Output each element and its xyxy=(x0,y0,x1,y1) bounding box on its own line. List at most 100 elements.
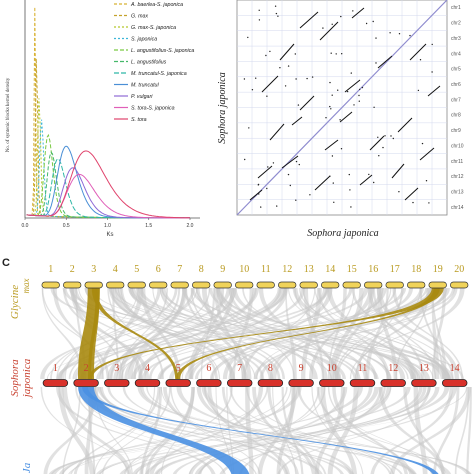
glycine-chromosome-bar xyxy=(385,281,404,289)
sophora-chromosome-number: 11 xyxy=(358,363,368,374)
glycine-chromosome-number: 19 xyxy=(433,264,443,275)
dot-point xyxy=(330,52,332,54)
glycine-chromosome-bar xyxy=(450,281,469,289)
ks-y-label: No. of syntenic blocks kernel density xyxy=(6,77,11,152)
dot-point xyxy=(287,65,290,67)
glycine-chromosome-number: 9 xyxy=(220,264,225,275)
dot-point xyxy=(331,155,334,157)
dot-point xyxy=(255,77,257,79)
synteny-link xyxy=(135,288,281,379)
dot-y-label: Sophora japonica xyxy=(217,72,228,143)
highlight-link-glycine19-sophora2 xyxy=(88,288,444,379)
sophora-chromosome-number: 12 xyxy=(388,363,398,374)
dot-point xyxy=(260,206,262,208)
species-top-epithet: max xyxy=(21,279,31,294)
chromosome-numbers: 1 2 3 4 5 6 7 8 9 10 11 12 13 14 15 16 17 18 19 201 2 3 4 5 6 7 8 9… xyxy=(48,264,464,374)
ks-curve-1 xyxy=(26,6,190,219)
dot-point xyxy=(297,104,300,106)
dot-point xyxy=(373,106,375,109)
glycine-chromosome-bar xyxy=(299,281,318,289)
glycine-chromosome-number: 4 xyxy=(113,264,118,275)
synteny-link xyxy=(365,288,389,379)
sophora-chromosome-bar xyxy=(380,379,406,387)
legend-label: S. japonica xyxy=(131,37,157,43)
synteny-link xyxy=(222,288,333,379)
synteny-block xyxy=(404,187,419,201)
chromosome-label-chr4: chr4 xyxy=(451,51,461,57)
dot-point xyxy=(349,189,351,191)
glycine-chromosome-bar xyxy=(321,281,340,289)
dot-point xyxy=(350,206,352,208)
glycine-chromosome-bar xyxy=(106,281,125,289)
dot-point xyxy=(335,53,337,55)
dot-point xyxy=(377,136,379,138)
species-mid-epithet: japonica xyxy=(21,358,33,399)
dot-point xyxy=(358,94,360,97)
ks-tick-label: 2.0 xyxy=(187,223,194,229)
synteny-link xyxy=(184,288,413,379)
dot-point xyxy=(358,100,360,102)
synteny-link xyxy=(70,288,124,379)
synteny-link xyxy=(214,288,243,379)
highlight-link-glycine3-sophora5 xyxy=(91,288,179,379)
glycine-chromosome-number: 16 xyxy=(368,264,378,275)
highlight-link-glycine19-sophora5 xyxy=(176,288,440,379)
sophora-chromosome-number: 2 xyxy=(84,363,89,374)
sophora-chromosome-number: 8 xyxy=(268,363,273,374)
dot-point xyxy=(329,81,331,84)
dot-plot-blocks xyxy=(243,5,441,208)
legend-label: S. tora-S. japonica xyxy=(131,106,175,112)
legend-label: P. vulgari xyxy=(131,94,153,100)
synteny-block xyxy=(319,21,339,41)
synteny-link xyxy=(41,288,84,379)
dot-point xyxy=(267,166,269,168)
ks-x-ticks: 0.0 0.5 1.0 1.5 2.0 xyxy=(22,218,194,229)
highlight-link-sophora2-lower-a xyxy=(78,387,249,474)
synteny-block xyxy=(397,117,413,133)
dot-point xyxy=(389,32,391,34)
chromosome-label-chr8: chr8 xyxy=(451,113,461,119)
glycine-chromosome-bar xyxy=(127,281,146,289)
ks-curve-4 xyxy=(26,119,190,219)
glycine-chromosome-number: 20 xyxy=(454,264,464,275)
species-bottom-fragment: Ja xyxy=(21,462,33,473)
synteny-link xyxy=(184,288,247,379)
synteny-block xyxy=(299,95,315,111)
synteny-link xyxy=(431,288,440,379)
glycine-chromosome-number: 13 xyxy=(304,264,314,275)
dot-point xyxy=(337,89,339,91)
chromosome-label-chr7: chr7 xyxy=(451,97,461,103)
sophora-chromosome-bar xyxy=(73,379,99,387)
glycine-chromosome-bar xyxy=(213,281,232,289)
chromosome-label-chr1: chr1 xyxy=(451,5,461,11)
synteny-block xyxy=(351,7,365,19)
ks-curve-11 xyxy=(26,150,190,219)
synteny-link xyxy=(294,288,389,379)
synteny-link xyxy=(127,288,186,379)
chromosome-label-chr9: chr9 xyxy=(451,128,461,134)
dot-point xyxy=(322,27,324,29)
dot-point xyxy=(257,184,259,186)
synteny-link-lower xyxy=(281,387,304,474)
dot-point xyxy=(269,50,271,53)
sophora-chromosome-number: 10 xyxy=(327,363,337,374)
dot-point xyxy=(331,94,333,96)
dot-point xyxy=(333,201,335,203)
glycine-chromosome-bar xyxy=(278,281,297,289)
dot-point xyxy=(375,37,377,39)
glycine-chromosome-bar xyxy=(149,281,168,289)
glycine-chromosome-number: 12 xyxy=(282,264,292,275)
dot-point xyxy=(431,43,433,46)
dot-point xyxy=(272,162,275,164)
ks-tick-label: 0.5 xyxy=(63,223,70,229)
synteny-block xyxy=(257,165,273,179)
dot-point xyxy=(431,71,433,73)
synteny-block xyxy=(427,85,441,97)
synteny-link xyxy=(56,288,161,379)
dot-point xyxy=(390,135,392,137)
synteny-link xyxy=(258,288,339,379)
ks-tick-label: 1.5 xyxy=(145,223,152,229)
synteny-block xyxy=(281,155,299,169)
glycine-chromosome-number: 8 xyxy=(199,264,204,275)
sophora-chromosome-bar xyxy=(349,379,376,387)
